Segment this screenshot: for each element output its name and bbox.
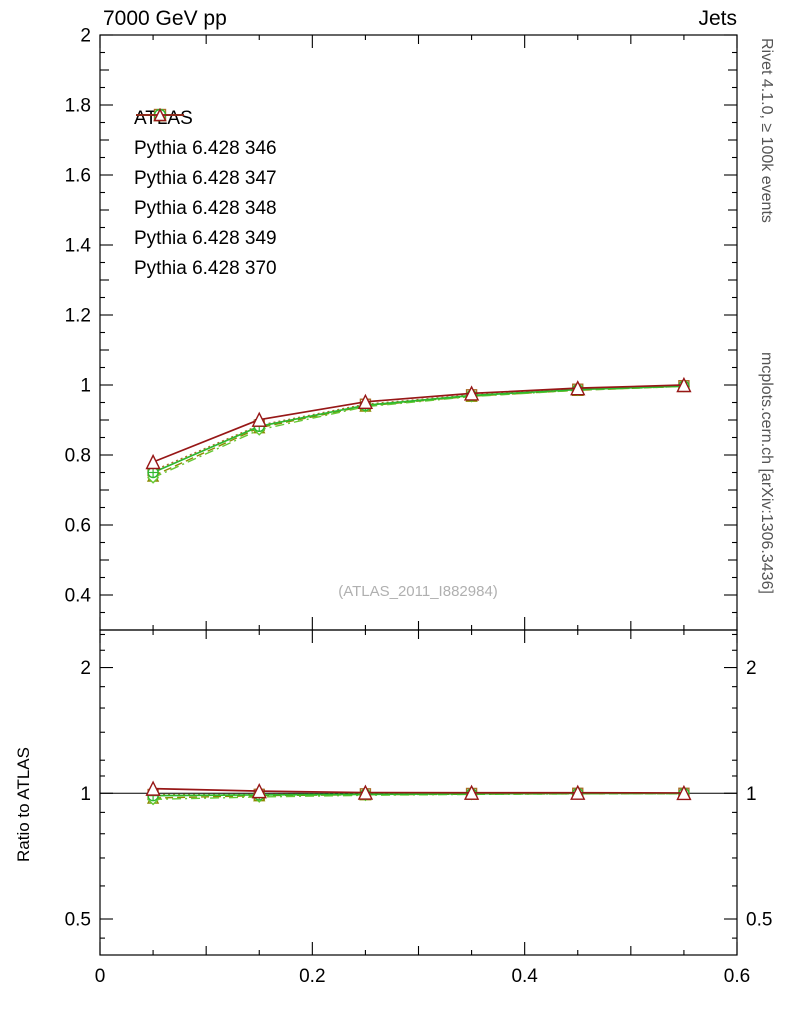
- series-pythia-6-428-346: [147, 380, 690, 477]
- plot-title-left: 7000 GeV pp: [103, 7, 227, 30]
- legend-label: Pythia 6.428 348: [134, 198, 277, 219]
- legend-item-pythia-6-428-346: Pythia 6.428 346: [134, 108, 277, 164]
- svg-text:1.8: 1.8: [65, 96, 91, 117]
- svg-text:2: 2: [746, 658, 757, 679]
- series-pythia-6-428-370: [145, 376, 692, 470]
- series-pythia-6-428-370: [145, 780, 692, 801]
- svg-text:2: 2: [80, 26, 91, 47]
- plot-title-right: Jets: [698, 7, 737, 30]
- mcplots-arxiv-label: mcplots.cern.ch [arXiv:1306.3436]: [758, 352, 775, 594]
- legend-item-pythia-6-428-347: Pythia 6.428 347: [134, 107, 277, 194]
- legend-label: Pythia 6.428 347: [134, 168, 277, 189]
- svg-text:0.2: 0.2: [299, 966, 325, 987]
- svg-text:1.2: 1.2: [65, 306, 91, 327]
- rivet-version-label: Rivet 4.1.0, ≥ 100k events: [758, 38, 775, 223]
- series-pythia-6-428-349: [147, 380, 690, 479]
- axis-ticks: [99, 34, 738, 955]
- svg-text:0.8: 0.8: [65, 446, 91, 467]
- svg-text:1: 1: [80, 376, 91, 397]
- legend-label: Pythia 6.428 346: [134, 138, 277, 159]
- legend-item-pythia-6-428-370: Pythia 6.428 370: [134, 107, 277, 284]
- svg-text:1: 1: [80, 784, 91, 805]
- svg-text:0.6: 0.6: [724, 966, 750, 987]
- svg-text:0.5: 0.5: [746, 910, 772, 931]
- svg-text:1.4: 1.4: [65, 236, 92, 257]
- legend-label: Pythia 6.428 370: [134, 258, 277, 279]
- series-atlas: [148, 381, 689, 474]
- svg-text:1: 1: [746, 784, 757, 805]
- legend-marker-triangle-open: [136, 107, 184, 122]
- analysis-watermark: (ATLAS_2011_I882984): [338, 583, 498, 600]
- legend-item-pythia-6-428-349: Pythia 6.428 349: [134, 108, 277, 254]
- svg-text:2: 2: [80, 658, 91, 679]
- svg-text:0.6: 0.6: [65, 516, 91, 537]
- svg-text:0.5: 0.5: [65, 910, 91, 931]
- svg-text:1.6: 1.6: [65, 166, 91, 187]
- ratio-axis-label: Ratio to ATLAS: [14, 747, 33, 862]
- svg-text:0.4: 0.4: [65, 586, 92, 607]
- axis-tick-labels: 0 0.2 0.4 0.6 0.4 0.6 0.8 1 1.2 1.4 1.6 1.8 2 0.5 0.5 1…: [65, 26, 773, 988]
- legend-label: Pythia 6.428 349: [134, 228, 277, 249]
- svg-text:0.4: 0.4: [511, 966, 538, 987]
- legend-item-pythia-6-428-348: Pythia 6.428 348: [134, 108, 277, 224]
- svg-text:0: 0: [95, 966, 106, 987]
